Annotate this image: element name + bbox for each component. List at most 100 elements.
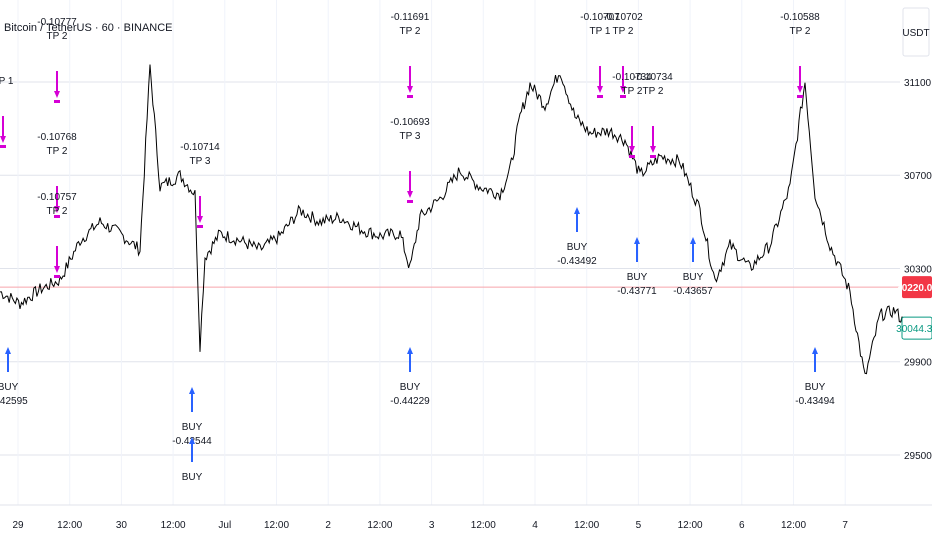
- buy-arrow-head: [634, 237, 640, 244]
- tp-marker-bar: [197, 225, 203, 228]
- tp-arrow-head: [54, 206, 60, 213]
- tp-label: TP 2: [622, 86, 643, 97]
- buy-label: BUY: [627, 272, 648, 283]
- x-tick-label: 12:00: [264, 520, 289, 531]
- x-tick-label: 5: [636, 520, 642, 531]
- buy-label: BUY: [683, 272, 704, 283]
- currency-label: USDT: [902, 28, 929, 39]
- take-profit-signal[interactable]: -0.10734 TP 2: [633, 72, 673, 158]
- x-tick-label: 3: [429, 520, 435, 531]
- tp-value: -0.10702: [603, 12, 643, 23]
- tp-label: TP 2: [47, 31, 68, 42]
- buy-value: -0.43657: [673, 286, 713, 297]
- take-profit-signal[interactable]: -0.10707 TP 1: [580, 12, 620, 98]
- take-profit-signal[interactable]: -0.10714 TP 3: [180, 142, 220, 228]
- take-profit-signal[interactable]: TP 1: [0, 76, 14, 148]
- take-profit-signal[interactable]: -0.10734 TP 2: [612, 72, 652, 158]
- x-tick-label: 2: [325, 520, 331, 531]
- tp-marker-bar: [54, 100, 60, 103]
- buy-arrow-head: [407, 347, 413, 354]
- tp-marker-bar: [629, 155, 635, 158]
- tp-label: TP 2: [613, 26, 634, 37]
- buy-label: BUY: [567, 242, 588, 253]
- tp-label: TP 3: [400, 131, 421, 142]
- y-tick-label: 30700.00: [904, 171, 932, 182]
- tp-arrow-head: [0, 136, 6, 143]
- tp-label: TP 2: [790, 26, 811, 37]
- last-price-badge[interactable]: [902, 276, 932, 299]
- take-profit-signal[interactable]: -0.11691 TP 2: [391, 12, 430, 98]
- tp-value: -0.10707: [580, 12, 620, 23]
- buy-value: -0.42595: [0, 396, 28, 407]
- tp-value: -0.10734: [633, 72, 673, 83]
- buy-label: BUY: [805, 382, 826, 393]
- y-tick-label: 29500.00: [904, 451, 932, 462]
- x-tick-label: Jul: [218, 520, 231, 531]
- take-profit-signal[interactable]: -0.10702 TP 2: [603, 12, 643, 98]
- tp-label: TP 1: [0, 76, 14, 87]
- tp-arrow-head: [629, 146, 635, 153]
- tp-value: -0.11691: [391, 12, 430, 23]
- tp-label: TP 2: [47, 146, 68, 157]
- tp-arrow-head: [620, 86, 626, 93]
- buy-label: BUY: [400, 382, 421, 393]
- x-tick-label: 12:00: [781, 520, 806, 531]
- buy-signal[interactable]: BUY -0.44229: [390, 347, 430, 407]
- buy-signal[interactable]: BUY: [182, 437, 203, 483]
- buy-value: -0.43494: [795, 396, 835, 407]
- tp-arrow-head: [407, 191, 413, 198]
- buy-arrow-head: [189, 387, 195, 394]
- buy-signal[interactable]: BUY -0.42595: [0, 347, 28, 407]
- time-axis[interactable]: 29 12:00 30 12:00 Jul 12:00 2 12:00 3 12:00 4 12:00…: [0, 504, 932, 531]
- buy-label: BUY: [0, 382, 19, 393]
- tp-value: -0.10714: [180, 142, 220, 153]
- buy-arrow-head: [690, 237, 696, 244]
- x-tick-label: 4: [532, 520, 538, 531]
- gridlines: [0, 0, 900, 505]
- tp-marker-bar: [54, 275, 60, 278]
- buy-value: -0.43771: [617, 286, 657, 297]
- tp-label: TP 1: [590, 26, 611, 37]
- secondary-price-label: 30044.30: [896, 324, 932, 335]
- buy-signal[interactable]: BUY -0.43771: [617, 237, 657, 297]
- buy-label: BUY: [182, 422, 203, 433]
- x-tick-label: 6: [739, 520, 745, 531]
- tp-value: -0.10757: [37, 192, 77, 203]
- tp-value: -0.10768: [37, 132, 77, 143]
- buy-signal[interactable]: BUY -0.43492: [557, 207, 597, 267]
- x-tick-label: 12:00: [574, 520, 599, 531]
- tp-label: TP 2: [643, 86, 664, 97]
- currency-box[interactable]: [902, 7, 930, 57]
- y-tick-label: 30300.00: [904, 264, 932, 275]
- buy-arrow-head: [189, 437, 195, 444]
- tp-arrow-head: [797, 86, 803, 93]
- tp-arrow-head: [197, 216, 203, 223]
- tp-marker-bar: [54, 215, 60, 218]
- secondary-price-badge[interactable]: [901, 316, 932, 340]
- take-profit-signal[interactable]: -0.10768 TP 2: [37, 132, 77, 218]
- buy-signal[interactable]: BUY -0.43657: [673, 237, 713, 297]
- price-axis[interactable]: 31100.00 30700.00 30300.00 29900.00 29500.00…: [896, 7, 932, 462]
- buy-signal[interactable]: BUY -0.43494: [795, 347, 835, 407]
- take-profit-signal[interactable]: -0.10588 TP 2: [780, 12, 820, 98]
- x-tick-label: 7: [842, 520, 848, 531]
- tp-value: -0.10588: [780, 12, 820, 23]
- tp-marker-bar: [620, 95, 626, 98]
- tp-marker-bar: [407, 95, 413, 98]
- take-profit-signal[interactable]: -0.10693 TP 3: [390, 117, 430, 203]
- tp-value: -0.10734: [612, 72, 652, 83]
- tp-value: -0.10777: [37, 17, 77, 28]
- symbol-title: Bitcoin / TetherUS · 60 · BINANCE: [4, 22, 173, 34]
- take-profit-signal[interactable]: -0.10757 TP 2: [37, 192, 77, 278]
- x-tick-label: 12:00: [161, 520, 186, 531]
- tp-label: TP 2: [47, 206, 68, 217]
- x-tick-label: 29: [12, 520, 24, 531]
- take-profit-signal[interactable]: -0.10777 TP 2: [37, 17, 77, 103]
- tp-value: -0.10693: [390, 117, 430, 128]
- tp-arrow-head: [407, 86, 413, 93]
- y-tick-label: 31100.00: [904, 78, 932, 89]
- buy-value: -0.44229: [390, 396, 430, 407]
